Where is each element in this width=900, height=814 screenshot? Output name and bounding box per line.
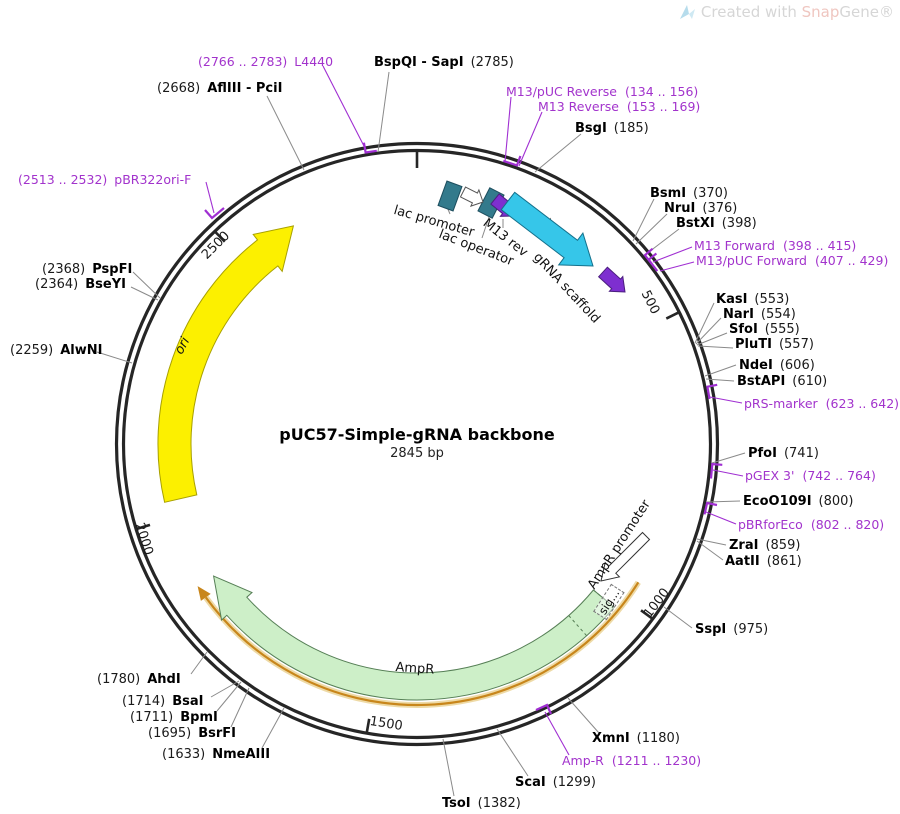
- primer-label-m13puc-reverse: M13/pUC Reverse (134 .. 156): [506, 84, 699, 99]
- primer-label-pbr322ori-f: (2513 .. 2532) pBR322ori-F: [18, 172, 192, 187]
- primer-callout-lines: [205, 65, 744, 756]
- site-label-sspi: SspI (975): [695, 622, 769, 637]
- site-label-nmeaiii: (1633) NmeAIII: [162, 747, 271, 762]
- primer-label-m13puc-forward: M13/pUC Forward (407 .. 429): [696, 253, 889, 268]
- site-label-ecoo109i: EcoO109I (800): [743, 494, 854, 509]
- site-label-bstxi: BstXI (398): [676, 216, 757, 231]
- orf-arc: [197, 580, 641, 708]
- site-label-xmni: XmnI (1180): [592, 731, 680, 746]
- watermark-text: Created with: [700, 3, 797, 21]
- site-label-ndei: NdeI (606): [739, 358, 815, 373]
- position-ticks: [135, 150, 681, 734]
- site-label-afliii-pcii: (2668) AflIII - PciI: [157, 81, 283, 96]
- primer-label-pbrforeco: pBRforEco (802 .. 820): [738, 517, 885, 532]
- site-label-ahdi: (1780) AhdI: [97, 672, 181, 687]
- ampr-label: AmpR: [394, 660, 435, 678]
- plasmid-name: pUC57-Simple-gRNA backbone: [279, 425, 555, 444]
- site-label-bsrfi: (1695) BsrFI: [148, 726, 237, 741]
- primer-label-m13-forward: M13 Forward (398 .. 415): [694, 238, 857, 253]
- site-label-bspqi-sapi: BspQI - SapI (2785): [374, 55, 514, 70]
- small-white-arrow-1: [459, 186, 484, 207]
- lac-promoter-box: [437, 180, 463, 212]
- site-label-nari: NarI (554): [723, 307, 796, 322]
- m13-fwd-arrow: [597, 266, 626, 293]
- site-label-pfoi: PfoI (741): [748, 446, 819, 461]
- site-label-nrui: NruI (376): [664, 201, 738, 216]
- grna-scaffold-arrow: [500, 191, 594, 267]
- site-label-tsoi: TsoI (1382): [442, 796, 521, 811]
- watermark-brand-snap: Snap: [801, 3, 840, 21]
- primer-site-brackets: [204, 142, 723, 715]
- plasmid-length: 2845 bp: [390, 446, 444, 461]
- site-label-bsgi: BsgI (185): [575, 121, 649, 136]
- primer-label-amp-r: Amp-R (1211 .. 1230): [562, 753, 702, 768]
- site-label-bsai: (1714) BsaI: [122, 694, 204, 709]
- site-label-alwni: (2259) AlwNI: [10, 343, 103, 358]
- ori-feature-arrow: [157, 225, 295, 503]
- site-label-zrai: ZraI (859): [729, 538, 801, 553]
- primer-label-l4440: (2766 .. 2783) L4440: [198, 54, 334, 69]
- primer-label-prs-marker: pRS-marker (623 .. 642): [744, 396, 900, 411]
- site-label-bseyi: (2364) BseYI: [35, 277, 126, 292]
- site-label-pluti: PluTI (557): [735, 337, 814, 352]
- enzyme-callout-lines: [96, 71, 746, 797]
- primer-label-m13-reverse: M13 Reverse (153 .. 169): [538, 99, 701, 114]
- site-label-bpmi: (1711) BpmI: [130, 710, 218, 725]
- signal-sequence-divider: [568, 589, 615, 637]
- site-label-sfoi: SfoI (555): [729, 322, 800, 337]
- site-label-bsmi: BsmI (370): [650, 186, 728, 201]
- primer-label-pgex3: pGEX 3' (742 .. 764): [745, 468, 876, 483]
- site-label-aatii: AatII (861): [725, 554, 802, 569]
- snapgene-watermark: Created with SnapGene®: [679, 3, 894, 21]
- snapgene-logo-icon: [679, 4, 695, 19]
- watermark-brand-gene: Gene®: [839, 3, 894, 21]
- site-label-scai: ScaI (1299): [515, 775, 596, 790]
- ampr-feature-arrow: [212, 575, 615, 701]
- plasmid-title-block: pUC57-Simple-gRNA backbone 2845 bp: [267, 425, 567, 461]
- site-label-bstapi: BstAPI (610): [737, 374, 828, 389]
- site-label-kasi: KasI (553): [716, 292, 790, 307]
- site-label-pspfi: (2368) PspFI: [42, 262, 133, 277]
- ampr-promoter-arrow: [600, 531, 651, 582]
